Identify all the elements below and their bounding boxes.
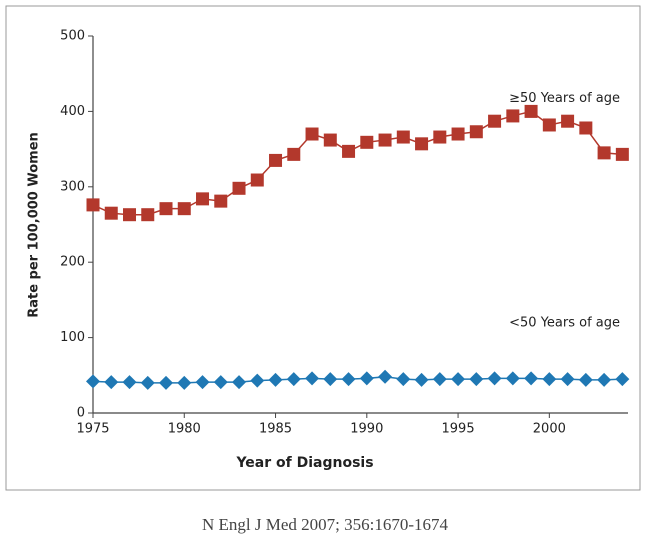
y-tick-label: 500 [60,29,85,44]
y-tick-label: 300 [60,179,85,194]
marker [378,369,393,384]
marker [469,125,483,139]
marker [86,198,100,212]
marker [305,127,319,141]
marker [214,194,228,208]
marker [396,130,410,144]
marker [159,202,173,216]
x-tick-label: 2000 [533,422,566,437]
marker [195,375,210,390]
series-label: ≥50 Years of age [509,91,620,106]
marker [122,375,137,390]
marker [140,375,155,390]
marker [359,371,374,386]
marker [505,371,520,386]
marker [177,202,191,216]
marker [433,130,447,144]
marker [269,153,283,167]
y-axis-title: Rate per 100,000 Women [27,132,42,318]
marker [378,133,392,147]
marker [159,375,174,390]
x-tick-label: 1985 [259,422,292,437]
y-tick-label: 100 [60,330,85,345]
marker [415,137,429,151]
marker [360,135,374,149]
marker [432,372,447,387]
marker [123,208,137,222]
marker [615,147,629,161]
marker [579,121,593,135]
marker [506,109,520,123]
marker [286,372,301,387]
marker [213,375,228,390]
x-tick-label: 1980 [168,422,201,437]
series-line [92,376,623,384]
marker [615,372,630,387]
marker [342,144,356,158]
y-tick-label: 200 [60,255,85,270]
marker [305,371,320,386]
marker [287,147,301,161]
marker [542,118,556,132]
marker [469,372,484,387]
marker [232,181,246,195]
y-tick-label: 400 [60,104,85,119]
marker [542,372,557,387]
marker [561,114,575,128]
marker [104,375,119,390]
frame [5,5,641,491]
marker [86,374,100,389]
source: N Engl J Med 2007; 356:1670-1674 [202,515,449,534]
marker [560,372,575,387]
marker [524,104,538,118]
marker [196,192,210,206]
marker [597,372,612,387]
marker [177,375,192,390]
marker [250,373,265,388]
marker [341,372,356,387]
marker [232,375,247,390]
marker [578,372,593,387]
marker [104,206,118,220]
marker [524,371,539,386]
marker [597,146,611,160]
marker [323,372,338,387]
marker [141,208,155,222]
x-tick-label: 1975 [76,422,109,437]
series-label: <50 Years of age [509,316,620,331]
marker [487,371,502,386]
x-axis-title: Year of Diagnosis [235,455,373,471]
x-tick-label: 1995 [442,422,475,437]
marker [414,372,429,387]
marker [488,114,502,128]
x-tick-label: 1990 [350,422,383,437]
marker [323,133,337,147]
marker [268,372,283,387]
y-tick-label: 0 [77,406,85,421]
marker [451,372,466,387]
marker [396,372,411,387]
marker [451,127,465,141]
marker [250,173,264,187]
